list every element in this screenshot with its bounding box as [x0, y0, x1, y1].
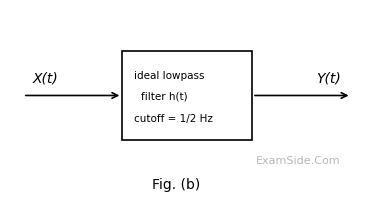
Text: filter h(t): filter h(t) — [141, 91, 188, 101]
Text: ideal lowpass: ideal lowpass — [134, 71, 204, 81]
Text: Fig. (b): Fig. (b) — [152, 177, 200, 191]
Text: X(t): X(t) — [33, 71, 59, 85]
Bar — [122, 52, 252, 140]
Text: ExamSide.Com: ExamSide.Com — [256, 155, 340, 165]
Text: cutoff = 1/2 Hz: cutoff = 1/2 Hz — [134, 113, 212, 123]
Text: Y(t): Y(t) — [316, 71, 341, 85]
